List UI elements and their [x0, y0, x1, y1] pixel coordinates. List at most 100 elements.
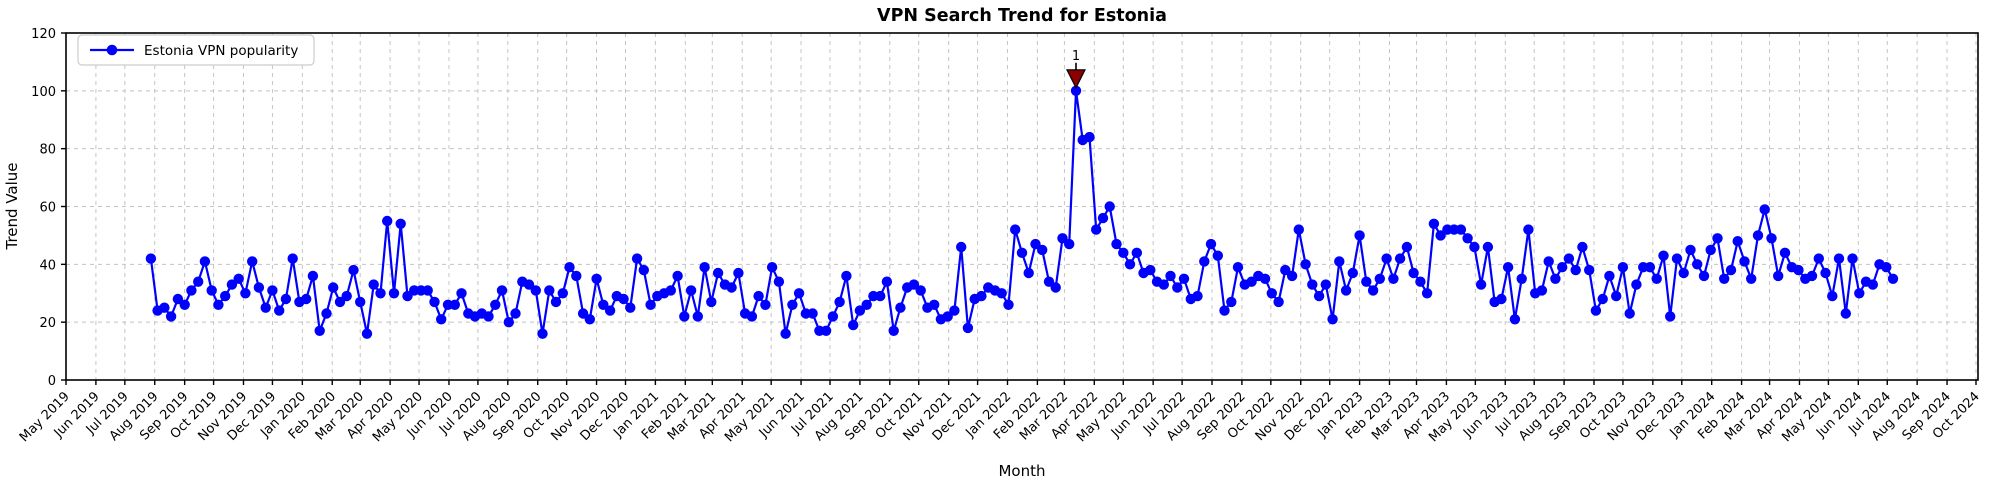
data-point — [1118, 247, 1129, 258]
data-point — [1469, 241, 1480, 253]
legend-box — [77, 34, 315, 66]
data-point — [881, 276, 893, 287]
data-point — [1286, 270, 1298, 282]
data-point — [253, 282, 265, 293]
data-point — [1516, 273, 1527, 284]
data-point — [956, 241, 967, 253]
data-point — [355, 296, 366, 308]
data-point — [1037, 244, 1048, 256]
data-point — [1212, 250, 1224, 261]
data-point — [618, 293, 629, 305]
y-tick-label: 40 — [39, 258, 56, 273]
y-axis-tick-labels: 0 20 40 60 80 100 120 — [31, 27, 56, 389]
data-point — [1509, 314, 1521, 325]
data-point — [1313, 290, 1325, 302]
data-point — [1611, 290, 1622, 302]
data-point — [1232, 262, 1244, 273]
data-point — [1806, 270, 1818, 282]
data-point — [503, 317, 514, 328]
data-point — [496, 285, 508, 296]
data-point — [544, 285, 555, 296]
data-point — [1759, 204, 1770, 215]
annotation-arrow-icon — [1066, 69, 1086, 90]
data-point — [1577, 241, 1588, 253]
data-point — [1084, 131, 1095, 143]
data-point — [1354, 230, 1365, 241]
data-point — [699, 262, 710, 273]
data-point — [449, 299, 460, 310]
data-point — [1307, 279, 1318, 290]
data-point — [1219, 305, 1230, 316]
data-point — [226, 279, 238, 290]
data-point — [780, 328, 791, 339]
data-point — [1475, 279, 1487, 290]
data-point — [159, 302, 170, 313]
data-point — [915, 285, 926, 296]
data-point — [1428, 218, 1440, 229]
y-tick-label: 60 — [39, 201, 56, 216]
data-point — [1003, 299, 1014, 310]
data-point — [274, 305, 285, 316]
data-point — [490, 299, 501, 310]
data-point — [240, 288, 251, 299]
data-point — [530, 285, 541, 296]
data-point — [1280, 264, 1291, 276]
data-point — [645, 299, 656, 310]
data-point — [564, 262, 575, 273]
data-point — [834, 296, 845, 308]
data-point — [996, 288, 1007, 299]
data-point — [1651, 273, 1662, 284]
annotation-label: 1 — [1072, 49, 1080, 64]
data-point — [388, 288, 400, 299]
data-point — [841, 270, 852, 282]
data-point — [382, 215, 393, 227]
data-point — [1327, 314, 1338, 325]
data-point — [301, 293, 312, 305]
data-point — [766, 262, 778, 273]
x-axis-label: Month — [998, 462, 1045, 480]
data-point — [1523, 224, 1534, 235]
data-point — [1462, 233, 1473, 244]
data-point — [1624, 308, 1635, 319]
data-point — [206, 285, 217, 296]
data-point — [1030, 238, 1041, 250]
data-point — [1016, 247, 1028, 258]
data-point — [1833, 253, 1845, 264]
data-point — [1374, 273, 1386, 284]
data-point — [1793, 264, 1804, 276]
data-point — [1259, 273, 1271, 284]
data-point — [1226, 296, 1237, 308]
data-point — [1421, 288, 1433, 299]
data-point — [1536, 285, 1548, 296]
data-point — [368, 279, 379, 290]
data-point — [1300, 259, 1311, 270]
legend-marker-icon — [106, 44, 118, 56]
data-point — [1827, 290, 1838, 302]
data-point — [510, 308, 521, 319]
data-point — [753, 290, 764, 302]
data-point — [1401, 241, 1413, 253]
data-point — [861, 299, 872, 310]
data-point — [942, 311, 953, 322]
data-point — [1685, 244, 1696, 256]
data-point — [1199, 256, 1210, 267]
data-point — [456, 288, 467, 299]
data-point — [213, 299, 224, 310]
data-point — [1388, 273, 1399, 284]
data-point — [631, 253, 643, 264]
data-point — [929, 299, 940, 310]
data-point — [571, 270, 582, 282]
data-point — [1732, 236, 1743, 247]
data-point — [1340, 285, 1352, 296]
data-point — [1867, 279, 1879, 290]
data-point — [1557, 262, 1568, 273]
data-point — [1415, 276, 1426, 287]
data-point — [186, 285, 197, 296]
data-point — [165, 311, 177, 322]
data-point — [807, 308, 818, 319]
data-point — [1145, 264, 1156, 276]
data-point — [348, 264, 359, 276]
legend-label: Estonia VPN popularity — [144, 43, 298, 59]
data-point — [1840, 308, 1852, 319]
data-point — [287, 253, 298, 264]
